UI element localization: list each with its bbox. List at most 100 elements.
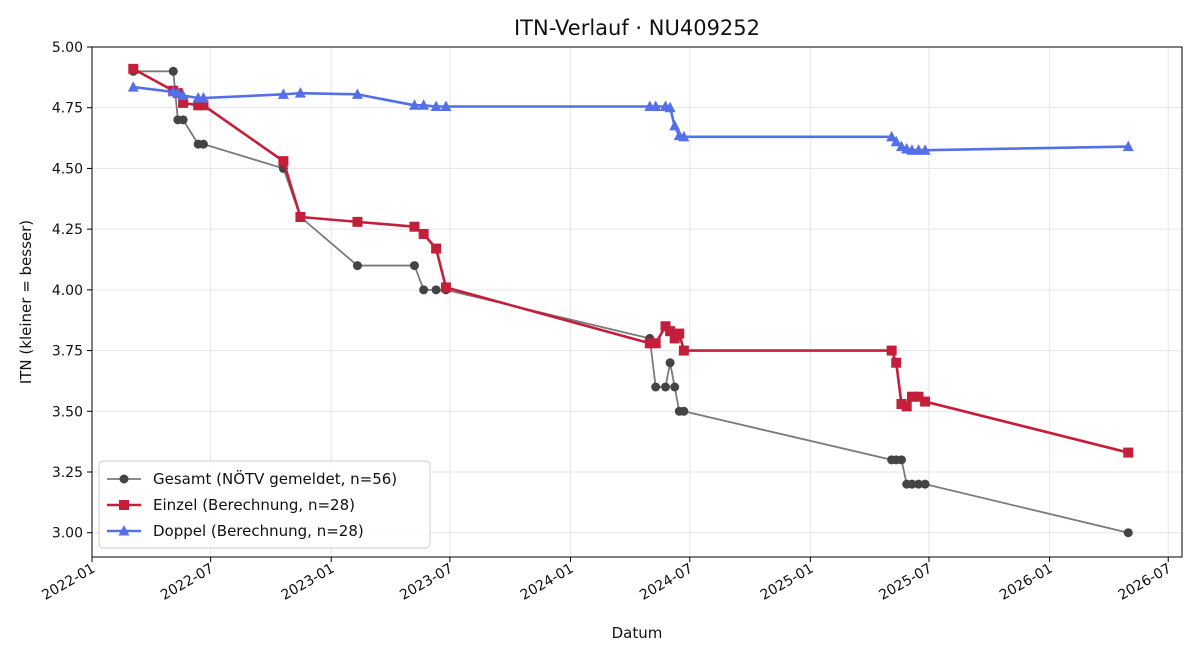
x-tick-label: 2025-01 [758,561,817,604]
data-point-einzel [193,100,204,111]
x-tick-label: 2026-07 [1116,561,1175,604]
data-point-doppel [919,144,931,155]
y-tick-label: 4.50 [52,161,83,177]
data-point-gesamt [661,382,671,392]
y-axis: 3.00 3.25 3.50 3.75 4.00 4.25 4.50 4.75 5.00 [52,40,92,542]
legend-marker [119,474,129,484]
data-point-einzel [901,401,912,412]
legend-entry-doppel: Doppel (Berechnung, n=28) [107,522,364,540]
series-einzel [128,63,1134,458]
data-point-einzel [178,97,189,108]
data-point-einzel [431,243,442,254]
data-point-gesamt [896,455,906,465]
data-point-einzel [906,391,917,402]
data-point-doppel [351,88,363,99]
data-point-gesamt [198,139,208,149]
data-point-doppel [277,88,289,99]
data-point-einzel [198,100,209,111]
legend-marker [118,525,130,536]
data-point-einzel [1123,447,1134,458]
data-point-einzel [278,156,289,167]
data-point-doppel [650,100,662,111]
x-tick-label: 2026-01 [997,561,1056,604]
data-point-doppel [669,119,681,131]
data-point-einzel [674,328,685,339]
data-point-doppel [678,130,690,142]
y-tick-label: 4.25 [52,222,83,238]
data-point-gesamt [914,479,924,489]
data-point-gesamt [168,66,178,76]
data-point-gesamt [651,382,661,392]
legend-entry-einzel: Einzel (Berechnung, n=28) [107,496,355,514]
y-tick-label: 3.75 [52,344,83,360]
data-point-einzel [409,221,420,232]
x-tick-label: 2023-07 [397,561,456,604]
x-tick-label: 2022-01 [39,561,98,604]
data-point-gesamt [907,479,917,489]
y-tick-label: 3.00 [52,526,83,542]
chart-title: ITN-Verlauf · NU409252 [514,16,760,40]
data-point-doppel [408,99,420,110]
x-tick-label: 2024-01 [518,561,577,604]
data-point-einzel [128,63,139,74]
data-point-doppel [664,101,676,113]
data-point-gesamt [431,285,441,295]
legend-label: Einzel (Berechnung, n=28) [153,496,355,514]
data-point-doppel [886,130,898,142]
data-point-gesamt [1123,528,1133,538]
data-point-gesamt [679,406,689,416]
data-point-doppel [294,87,306,98]
data-point-gesamt [352,261,362,271]
data-point-einzel [678,345,689,356]
y-tick-label: 4.00 [52,283,83,299]
data-point-einzel [440,282,451,293]
y-tick-label: 3.25 [52,465,83,481]
series-gesamt [128,66,1133,538]
data-point-einzel [913,391,924,402]
y-tick-label: 4.75 [52,101,83,117]
data-point-einzel [920,396,931,407]
data-point-gesamt [920,479,930,489]
y-tick-label: 3.50 [52,404,83,420]
y-tick-label: 5.00 [52,40,83,56]
data-point-einzel [418,229,429,239]
data-point-gesamt [178,115,188,125]
data-point-doppel [1122,140,1134,152]
data-point-gesamt [419,285,429,295]
series-layer [127,63,1134,538]
data-point-einzel [886,345,897,356]
data-point-einzel [665,326,676,337]
data-point-einzel [295,212,306,222]
data-point-doppel [430,100,442,111]
data-point-doppel [197,92,209,103]
data-point-einzel [896,399,907,409]
data-point-doppel [418,99,430,110]
data-point-einzel [891,357,902,368]
series-doppel [127,81,1134,155]
legend-entry-gesamt: Gesamt (NÖTV gemeldet, n=56) [107,469,397,488]
y-axis-label: ITN (kleiner = besser) [17,220,35,384]
data-point-doppel [440,100,452,111]
x-axis-label: Datum [612,624,663,642]
x-tick-label: 2023-01 [279,561,338,604]
x-tick-label: 2022-07 [158,561,217,604]
x-axis: 2022-01 2022-07 2023-01 2023-07 2024-01 2024-… [39,557,1174,604]
x-tick-label: 2024-07 [637,561,696,604]
legend-marker [119,500,129,510]
data-point-gesamt [665,358,675,368]
series-line-einzel [132,67,1129,454]
data-point-doppel [127,81,139,92]
legend: Gesamt (NÖTV gemeldet, n=56) Einzel (Bere… [98,460,431,549]
x-tick-label: 2025-07 [876,561,935,604]
legend-label: Doppel (Berechnung, n=28) [153,522,364,540]
plot-frame [91,46,1183,558]
data-point-gesamt [409,261,419,271]
legend-box [98,460,431,549]
data-point-einzel [650,338,661,349]
data-point-gesamt [670,382,680,392]
data-point-doppel [177,89,189,101]
data-point-einzel [644,338,655,349]
data-point-einzel [352,216,363,227]
data-point-doppel [890,135,902,147]
